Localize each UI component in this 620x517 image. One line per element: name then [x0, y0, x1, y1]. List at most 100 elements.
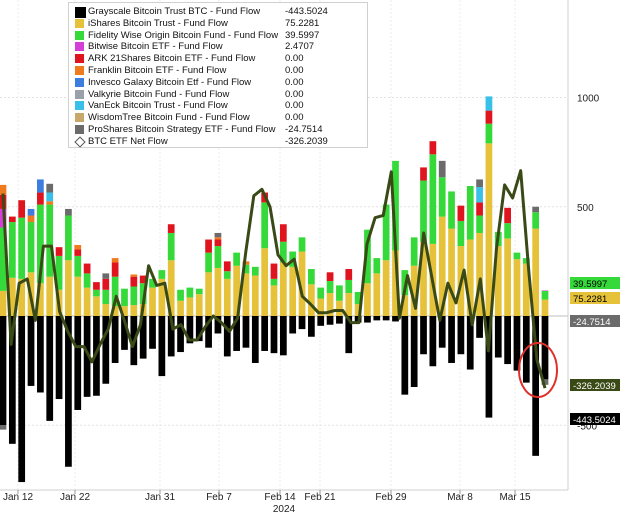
legend-name: Valkyrie Bitcoin Fund - Fund Flow — [88, 88, 230, 100]
bar-segment — [438, 160, 446, 178]
bar-segment — [46, 183, 54, 193]
bar-segment — [27, 316, 35, 386]
bar-segment — [149, 287, 156, 316]
legend-value: 75.2281 — [285, 17, 320, 29]
bar-segment — [233, 265, 240, 316]
bar-segment — [0, 425, 7, 430]
legend-name: VanEck Bitcoin Trust - Fund Flow — [88, 100, 228, 112]
bar-segment — [242, 264, 250, 274]
bar-segment — [74, 244, 82, 250]
bar-segment — [373, 258, 381, 274]
x-tick-label: Feb 7 — [206, 492, 232, 503]
bar-segment — [223, 278, 231, 316]
bar-segment — [65, 215, 72, 261]
right-axis-value-tag: -443.5024 — [570, 413, 620, 426]
bar-segment — [177, 289, 184, 301]
bar-segment — [93, 316, 100, 396]
bar-segment — [0, 290, 7, 316]
bar-segment — [279, 241, 287, 263]
legend-name: Franklin Bitcoin ETF - Fund Flow — [88, 65, 227, 76]
value-tag-text: -24.7514 — [573, 317, 611, 328]
bar-segment — [270, 285, 278, 316]
bar-segment — [149, 316, 156, 349]
bar-segment — [279, 316, 287, 356]
bar-segment — [485, 110, 493, 124]
bar-segment — [186, 297, 194, 316]
bar-segment — [102, 316, 110, 384]
legend-swatch — [75, 77, 84, 87]
bar-segment — [279, 224, 287, 242]
bar-segment — [513, 316, 521, 371]
bar-segment — [457, 220, 465, 247]
bar-segment — [336, 316, 343, 324]
bar-segment — [317, 287, 325, 299]
bar-segment — [8, 277, 16, 316]
bar-segment — [438, 316, 446, 348]
bar-segment — [111, 262, 119, 277]
bar-segment — [55, 255, 63, 290]
bar-segment — [130, 276, 138, 287]
value-tag-bg — [570, 277, 620, 289]
bar-segment — [195, 288, 203, 295]
bar-segment — [317, 298, 325, 316]
bar-segment — [111, 316, 119, 363]
bar-segment — [46, 316, 54, 421]
bar-segment — [429, 316, 437, 367]
bar-segment — [8, 216, 16, 223]
bar-segment — [83, 287, 91, 316]
bar-segment — [317, 316, 325, 326]
bar-segment — [392, 316, 399, 322]
bar-segment — [37, 192, 44, 205]
legend-entry: BTC ETF Net Flow -326.2039 — [74, 136, 361, 148]
net-flow-line — [1, 169, 547, 389]
bar-segment — [214, 237, 222, 240]
bar-segment — [494, 246, 502, 316]
legend-value: 2.4707 — [285, 41, 315, 53]
bar-segment — [345, 269, 353, 280]
bar-segment — [186, 287, 194, 298]
bar-segment — [261, 202, 269, 249]
bar-segment — [532, 316, 540, 456]
bar-segment — [289, 316, 297, 334]
legend-swatch — [75, 66, 84, 75]
bar-segment — [466, 185, 474, 240]
bar-segment — [102, 278, 110, 290]
bar-segment — [270, 316, 278, 354]
bar-segment — [476, 215, 483, 233]
bar-segment — [504, 238, 511, 316]
bar-segment — [476, 187, 483, 203]
bar-segment — [205, 239, 212, 253]
bar-segment — [448, 191, 455, 229]
bar-segment — [149, 278, 156, 288]
bar-segment — [139, 283, 147, 304]
legend-entry: WisdomTree Bitcoin Fund - Fund Flow 0.00 — [75, 112, 361, 123]
bar-segment — [345, 293, 353, 316]
bar-segment — [354, 291, 362, 304]
bar-segment — [102, 303, 110, 316]
bar-segment — [102, 289, 110, 304]
bar-segment — [485, 96, 493, 111]
bar-segment — [476, 179, 483, 188]
value-tag-bg — [570, 315, 620, 327]
bar-segment — [158, 278, 166, 316]
bar-segment — [298, 316, 306, 330]
highlight-circle — [518, 342, 558, 398]
legend-swatch — [75, 113, 84, 123]
bar-segment — [37, 204, 44, 284]
bar-segment — [46, 204, 54, 277]
legend-swatch — [75, 101, 84, 111]
bar-segment — [522, 263, 530, 316]
bar-segment — [83, 316, 91, 397]
bar-segment — [223, 261, 231, 272]
bar-segment — [308, 269, 315, 285]
bar-segment — [18, 217, 26, 279]
bar-segment — [130, 274, 138, 277]
bar-segment — [401, 295, 409, 316]
value-tag-text: 39.5997 — [573, 279, 607, 290]
legend-swatch — [75, 125, 84, 134]
x-tick-label: Mar 15 — [499, 492, 531, 503]
legend-value: 0.00 — [285, 76, 304, 88]
bar-segment — [130, 286, 138, 306]
bar-segment — [27, 208, 35, 216]
bar-segment — [65, 260, 72, 316]
